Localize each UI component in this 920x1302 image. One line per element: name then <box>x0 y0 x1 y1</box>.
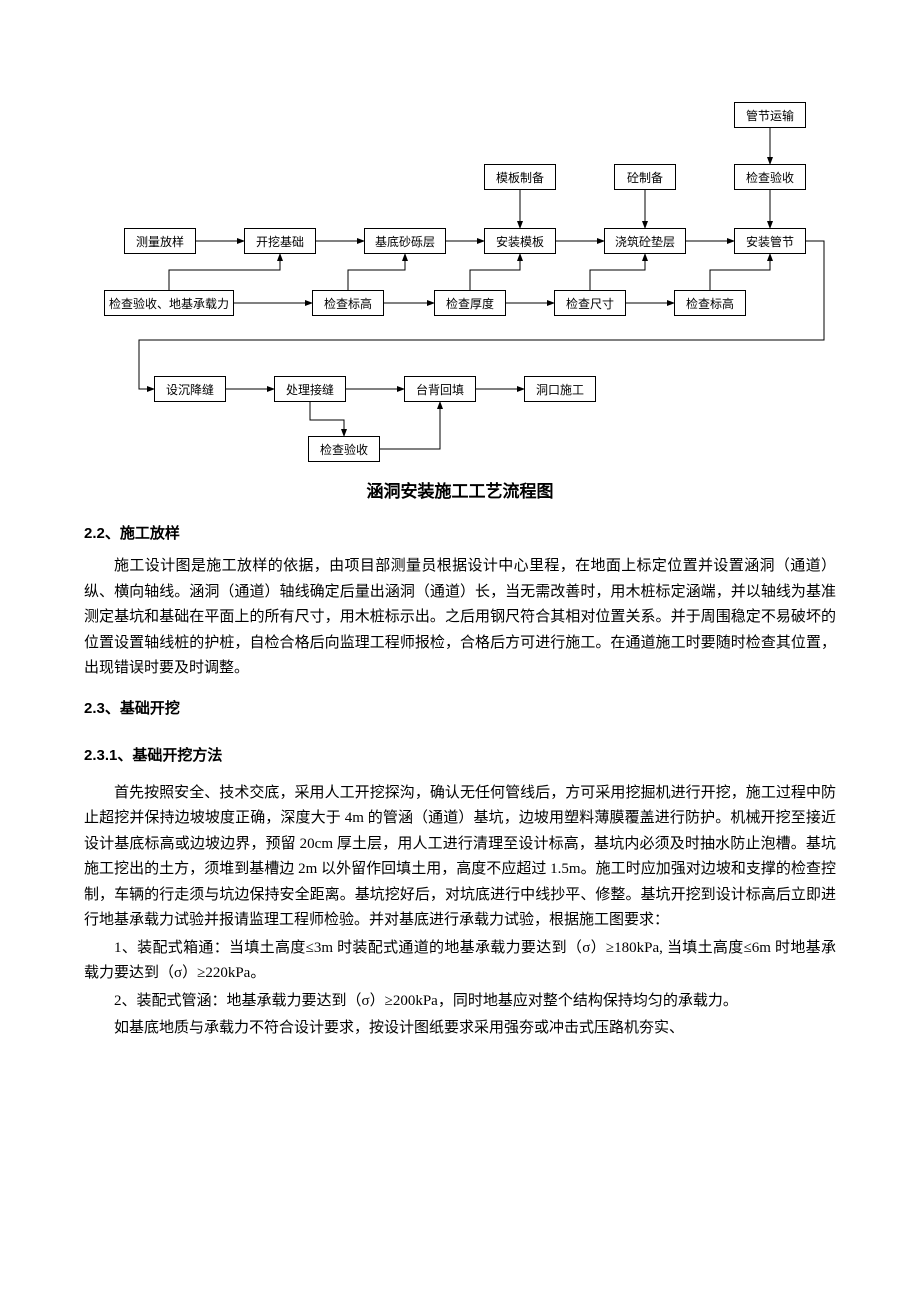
flowchart-container: 管节运输模板制备砼制备检查验收测量放样开挖基础基底砂砾层安装模板浇筑砼垫层安装管… <box>84 80 836 470</box>
flow-node-n_excavate: 开挖基础 <box>244 228 316 254</box>
section-2-2-paragraph: 施工设计图是施工放样的依据，由项目部测量员根据设计中心里程，在地面上标定位置并设… <box>84 554 836 682</box>
flow-node-n_check_elev2: 检查标高 <box>674 290 746 316</box>
flow-node-n_joint: 处理接缝 <box>274 376 346 402</box>
flow-node-n_gravel: 基底砂砾层 <box>364 228 446 254</box>
flow-node-n_backfill: 台背回填 <box>404 376 476 402</box>
flow-node-n_transport: 管节运输 <box>734 102 806 128</box>
section-2-3-1-paragraph-2: 如基底地质与承载力不符合设计要求，按设计图纸要求采用强夯或冲击式压路机夯实、 <box>84 1016 836 1042</box>
flow-node-n_install_seg: 安装管节 <box>734 228 806 254</box>
flow-node-n_survey: 测量放样 <box>124 228 196 254</box>
flow-node-n_opening: 洞口施工 <box>524 376 596 402</box>
flow-node-n_install_form: 安装模板 <box>484 228 556 254</box>
flow-node-n_form_prep: 模板制备 <box>484 164 556 190</box>
section-2-3-1-item-2: 2、装配式管涵：地基承载力要达到（σ）≥200kPa，同时地基应对整个结构保持均… <box>84 989 836 1015</box>
section-2-3-1-paragraph-1: 首先按照安全、技术交底，采用人工开挖探沟，确认无任何管线后，方可采用挖掘机进行开… <box>84 781 836 934</box>
section-2-3-1-title: 2.3.1、基础开挖方法 <box>84 743 836 769</box>
flowchart-arrows <box>84 80 836 470</box>
flow-node-n_check_thick: 检查厚度 <box>434 290 506 316</box>
flow-node-n_check_elev: 检查标高 <box>312 290 384 316</box>
section-2-2-title: 2.2、施工放样 <box>84 521 836 547</box>
flow-node-n_settle: 设沉降缝 <box>154 376 226 402</box>
flow-node-n_check_dim: 检查尺寸 <box>554 290 626 316</box>
flow-node-n_check_bear: 检查验收、地基承载力 <box>104 290 234 316</box>
section-2-3-1-item-1: 1、装配式箱通：当填土高度≤3m 时装配式通道的地基承载力要达到（σ）≥180k… <box>84 936 836 987</box>
flow-node-n_pour_pad: 浇筑砼垫层 <box>604 228 686 254</box>
flowchart-title: 涵洞安装施工工艺流程图 <box>84 478 836 507</box>
flow-node-n_inspect2: 检查验收 <box>308 436 380 462</box>
flow-node-n_inspect1: 检查验收 <box>734 164 806 190</box>
flow-node-n_conc_prep: 砼制备 <box>614 164 676 190</box>
section-2-3-title: 2.3、基础开挖 <box>84 696 836 722</box>
